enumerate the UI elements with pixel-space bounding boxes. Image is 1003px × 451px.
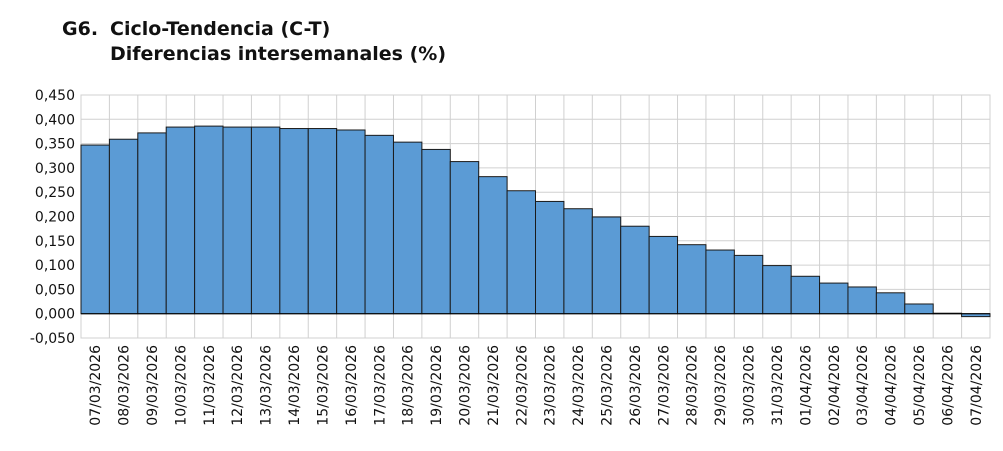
x-tick-label: 15/03/2026 [315,345,331,426]
bar [364,134,394,315]
bar [478,176,508,315]
y-tick-label: 0,050 [35,282,75,298]
bar [762,265,792,315]
bar [677,244,707,315]
bar [279,128,309,315]
x-tick-label: 18/03/2026 [401,345,417,426]
bar [307,128,338,315]
x-tick-label: 23/03/2026 [543,345,559,426]
x-tick-label: 13/03/2026 [259,345,275,426]
bar [250,126,281,315]
x-tick-label: 17/03/2026 [372,345,388,426]
x-tick-label: 11/03/2026 [202,345,218,426]
bar [535,200,565,315]
bar [421,148,451,315]
chart-code: G6. [62,18,99,40]
x-tick-label: 07/03/2026 [88,345,104,426]
y-tick-label: 0,400 [35,112,75,128]
x-tick-label: 06/04/2026 [940,345,956,426]
bar [392,141,423,315]
x-tick-label: 26/03/2026 [628,345,644,426]
x-tick-label: 14/03/2026 [287,345,303,426]
x-tick-label: 20/03/2026 [457,345,473,426]
x-tick-label: 07/04/2026 [969,345,985,426]
bar [165,126,196,315]
y-tick-label: 0,150 [35,234,75,250]
x-tick-label: 29/03/2026 [713,345,729,426]
x-tick-label: 24/03/2026 [571,345,587,426]
x-tick-label: 27/03/2026 [656,345,672,426]
bar [449,161,480,315]
bar [819,282,849,315]
bar [790,275,821,315]
x-tick-label: 10/03/2026 [173,345,189,426]
bar [194,125,224,315]
x-axis-ticks: 07/03/2026 08/03/2026 09/03/2026 10/03/2026… [88,345,985,426]
bar [563,208,593,315]
chart-title: Ciclo-Tendencia (C-T) [110,18,331,40]
y-tick-label: 0,100 [35,258,75,274]
bar [80,144,110,315]
bar [904,303,934,315]
x-tick-label: 25/03/2026 [600,345,616,426]
y-tick-label: 0,450 [35,88,75,104]
bar [648,235,679,315]
x-tick-label: 22/03/2026 [514,345,530,426]
x-tick-label: 21/03/2026 [486,345,502,426]
bar [705,249,735,315]
x-tick-label: 19/03/2026 [429,345,445,426]
y-tick-label: 0,250 [35,185,75,201]
x-tick-label: 05/04/2026 [912,345,928,426]
x-tick-label: 12/03/2026 [230,345,246,426]
y-tick-label: 0,300 [35,161,75,177]
y-axis-ticks: -0,050 0,000 0,050 0,100 0,150 0,200 0,250 0,30… [30,88,75,347]
y-tick-label: 0,350 [35,137,75,153]
bar [222,126,252,315]
y-tick-label: 0,000 [35,307,75,323]
y-tick-label: -0,050 [30,331,75,347]
bar [847,286,877,315]
bar [137,132,167,315]
bar [108,138,139,315]
x-tick-label: 01/04/2026 [798,345,814,426]
chart-subtitle: Diferencias intersemanales (%) [110,43,447,65]
x-tick-label: 02/04/2026 [827,345,843,426]
x-tick-label: 09/03/2026 [145,345,161,426]
x-tick-label: 03/04/2026 [855,345,871,426]
bar [733,254,764,315]
bar [506,190,536,315]
x-tick-label: 30/03/2026 [742,345,758,426]
bar [620,225,650,315]
bar [336,129,366,315]
x-tick-label: 28/03/2026 [685,345,701,426]
x-tick-label: 31/03/2026 [770,345,786,426]
bar [591,216,622,315]
x-tick-label: 04/04/2026 [884,345,900,426]
y-tick-label: 0,200 [35,210,75,226]
x-tick-label: 08/03/2026 [117,345,133,426]
x-tick-label: 16/03/2026 [344,345,360,426]
bar [875,292,906,315]
